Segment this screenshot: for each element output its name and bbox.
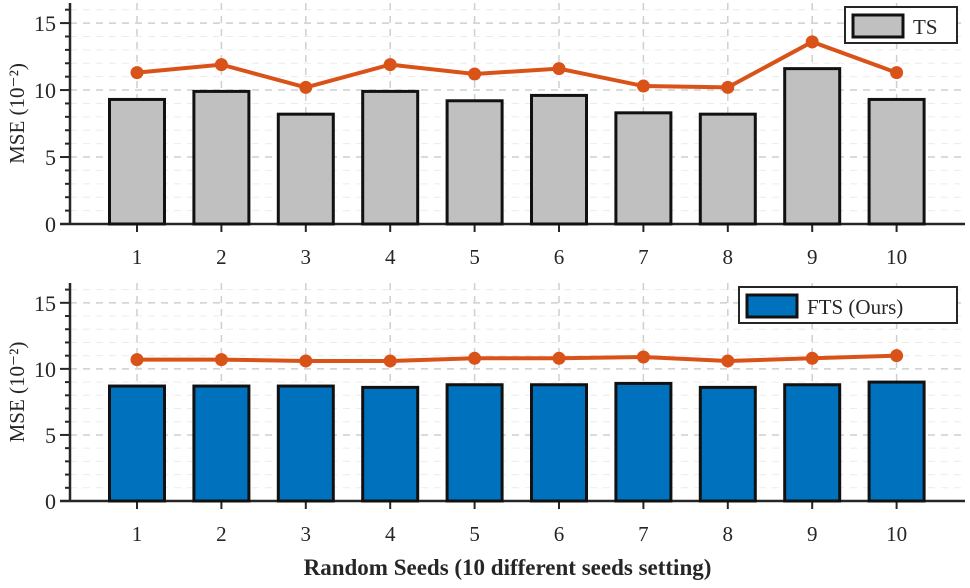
line-point bbox=[721, 354, 735, 368]
line-series bbox=[136, 39, 898, 90]
x-tick-label: 10 bbox=[886, 522, 907, 546]
y-tick-label: 5 bbox=[45, 423, 56, 448]
legend-swatch bbox=[851, 13, 905, 39]
bar bbox=[276, 112, 335, 226]
line-point bbox=[890, 349, 904, 363]
line-point bbox=[636, 79, 650, 93]
line-point bbox=[890, 66, 904, 80]
x-tick-label: 8 bbox=[723, 245, 734, 269]
line-point bbox=[130, 353, 144, 367]
line-point bbox=[805, 35, 819, 49]
x-tick-label: 9 bbox=[807, 245, 818, 269]
bar bbox=[192, 384, 251, 503]
bar bbox=[698, 112, 757, 226]
line-point bbox=[468, 351, 482, 365]
legend: FTS (Ours) bbox=[738, 286, 958, 324]
x-tick-label: 5 bbox=[469, 522, 480, 546]
bar bbox=[108, 384, 166, 503]
bar bbox=[530, 383, 588, 503]
line-point bbox=[214, 58, 228, 72]
x-tick-label: 6 bbox=[554, 522, 565, 546]
x-tick-label: 7 bbox=[638, 522, 649, 546]
y-axis-label: MSE (10⁻²) bbox=[5, 342, 29, 443]
x-tick-label: 3 bbox=[301, 522, 312, 546]
bar bbox=[108, 97, 166, 226]
bar bbox=[361, 385, 420, 503]
line-point bbox=[214, 353, 228, 367]
bar bbox=[867, 97, 926, 226]
y-tick-label: 15 bbox=[34, 291, 56, 316]
line-point bbox=[383, 58, 397, 72]
x-tick-label: 9 bbox=[807, 522, 818, 546]
bar bbox=[614, 381, 673, 503]
y-tick-label: 10 bbox=[34, 357, 56, 382]
y-axis-label: MSE (10⁻²) bbox=[5, 63, 29, 164]
bar bbox=[614, 111, 673, 226]
line-point bbox=[383, 354, 397, 368]
y-tick-label: 0 bbox=[45, 212, 56, 237]
bar bbox=[445, 99, 504, 226]
line-point bbox=[552, 62, 566, 76]
bar bbox=[783, 383, 842, 503]
legend-label: FTS (Ours) bbox=[807, 295, 903, 319]
panel-1: 0 5 10 15 MSE (10⁻²) 1 2 3 4 5 6 7 8 9 10 TS bbox=[5, 3, 965, 269]
line-point bbox=[552, 351, 566, 365]
bar bbox=[192, 89, 251, 226]
line-point bbox=[468, 67, 482, 81]
x-tick-label: 1 bbox=[132, 245, 143, 269]
line-point bbox=[636, 350, 650, 364]
line-series bbox=[137, 353, 897, 363]
panel-2: 0 5 10 15 MSE (10⁻²) 1 2 3 4 5 6 7 8 9 10 FTS (Ours) Ran… bbox=[5, 283, 965, 580]
bar bbox=[445, 383, 504, 503]
x-tick-label: 5 bbox=[469, 245, 480, 269]
y-tick-label: 10 bbox=[34, 78, 56, 103]
y-tick-label: 0 bbox=[45, 489, 56, 514]
bar bbox=[698, 385, 757, 503]
bar bbox=[530, 93, 588, 226]
x-tick-label: 2 bbox=[216, 245, 227, 269]
x-axis-label: Random Seeds (10 different seeds setting… bbox=[304, 555, 712, 580]
line-point bbox=[130, 66, 144, 80]
legend-swatch bbox=[745, 293, 799, 319]
legend: TS bbox=[844, 6, 958, 44]
x-tick-label: 7 bbox=[638, 245, 649, 269]
x-tick-label: 8 bbox=[723, 522, 734, 546]
bar bbox=[361, 89, 420, 226]
line-point bbox=[721, 80, 735, 94]
bar bbox=[867, 380, 926, 503]
bar bbox=[276, 384, 335, 503]
line-point bbox=[299, 354, 313, 368]
bar bbox=[783, 67, 842, 226]
x-tick-label: 6 bbox=[554, 245, 565, 269]
x-tick-label: 4 bbox=[385, 522, 396, 546]
x-tick-label: 2 bbox=[216, 522, 227, 546]
x-tick-label: 1 bbox=[132, 522, 143, 546]
line-point bbox=[805, 351, 819, 365]
y-tick-label: 5 bbox=[45, 145, 56, 170]
y-tick-label: 15 bbox=[34, 11, 56, 36]
line-point bbox=[299, 80, 313, 94]
x-tick-label: 10 bbox=[886, 245, 907, 269]
legend-label: TS bbox=[913, 15, 938, 39]
x-tick-label: 3 bbox=[301, 245, 312, 269]
x-tick-label: 4 bbox=[385, 245, 396, 269]
